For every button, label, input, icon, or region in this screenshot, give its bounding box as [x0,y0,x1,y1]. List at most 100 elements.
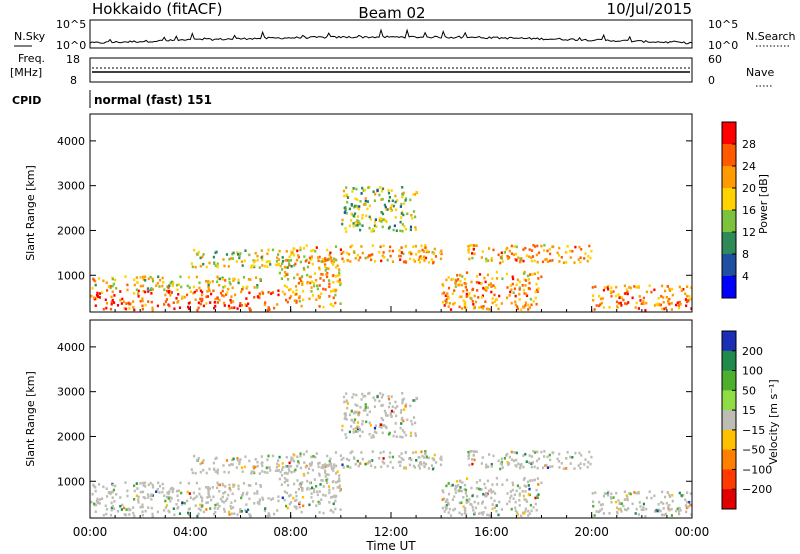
velocity-cell [343,417,346,420]
velocity-cell [675,509,678,513]
power-cell [231,257,234,260]
velocity-cell [254,458,257,461]
power-cell [571,250,574,253]
velocity-cell [558,466,561,469]
velocity-cell [164,499,167,503]
power-cell [477,281,481,285]
power-cell [530,249,534,252]
power-cell [642,300,645,303]
velocity-cell [385,426,388,430]
power-cell [247,302,250,306]
velocity-cell [158,484,162,488]
velocity-cell [532,450,535,453]
velocity-cell [453,495,456,498]
power-cell [292,253,295,257]
velocity-cell [385,414,388,417]
velocity-cell [412,399,415,402]
velocity-cell [525,460,528,463]
power-cell [640,302,643,305]
power-cell [151,308,154,312]
velocity-cell [409,434,412,438]
power-cell [497,307,500,311]
velocity-cell [485,466,488,469]
power-cell [264,301,267,304]
velocity-cell [359,406,362,409]
power-cell [359,228,362,232]
power-cell [97,295,100,298]
velocity-cell [324,463,327,466]
velocity-cell [602,512,605,515]
velocity-cell [247,484,250,487]
power-cell [371,253,374,256]
power-cell [327,279,331,282]
power-cell [475,275,479,278]
power-cell [378,217,381,220]
power-cell [665,296,668,299]
power-cell [328,282,331,286]
velocity-cell [361,419,364,423]
velocity-cell [505,478,509,482]
power-cell [370,258,373,262]
power-cell [254,252,257,255]
power-cell [361,216,364,220]
power-cell [388,249,391,253]
velocity-cell [150,498,153,501]
velocity-cell [287,468,291,471]
power-cell [402,213,405,217]
power-cell [620,304,623,307]
velocity-cell [678,506,681,510]
velocity-cell [241,494,244,497]
velocity-cell [524,507,527,511]
power-cell [525,254,528,257]
velocity-cell [199,495,202,499]
velocity-cell [642,506,645,509]
power-cell [98,296,101,299]
power-cell [327,267,330,271]
velocity-cell [331,495,334,499]
velocity-cell [501,466,504,469]
velocity-cell [533,478,536,482]
power-cell [454,285,457,288]
velocity-cell [218,504,221,508]
power-cell [661,284,664,288]
velocity-cell [404,433,408,437]
velocity-cell [245,510,248,513]
velocity-cell [277,464,280,467]
power-cell [599,297,603,301]
velocity-cell [286,506,289,510]
cpid-label: CPID [12,94,41,107]
velocity-cell [627,507,630,510]
velocity-cell [687,505,690,509]
velocity-cell [586,465,589,469]
velocity-cell [167,492,170,496]
power-cell [414,228,417,231]
velocity-cell [537,457,541,461]
velocity-cell [274,469,278,473]
velocity-cell [344,433,347,436]
power-cell [286,266,289,269]
power-cell [339,248,342,251]
power-cell [137,295,140,298]
power-cell [322,259,326,263]
velocity-cell [308,462,311,466]
velocity-cell [181,501,184,504]
power-cell [558,246,561,250]
velocity-cell [236,457,239,460]
velocity-cell [192,497,195,501]
power-cell [592,298,595,302]
velocity-cell [299,454,302,458]
velocity-cell [587,460,590,464]
velocity-cell [170,497,173,500]
velocity-cell [391,466,395,469]
velocity-cell [285,479,288,483]
velocity-cell [452,508,455,512]
velocity-cell [401,399,404,402]
power-cell [90,294,93,298]
velocity-cell [369,459,372,463]
power-cell [509,284,512,287]
velocity-cell [316,490,319,494]
velocity-cell [537,493,540,496]
power-cell [113,294,116,297]
power-cell [158,285,161,288]
power-cell [410,214,413,217]
